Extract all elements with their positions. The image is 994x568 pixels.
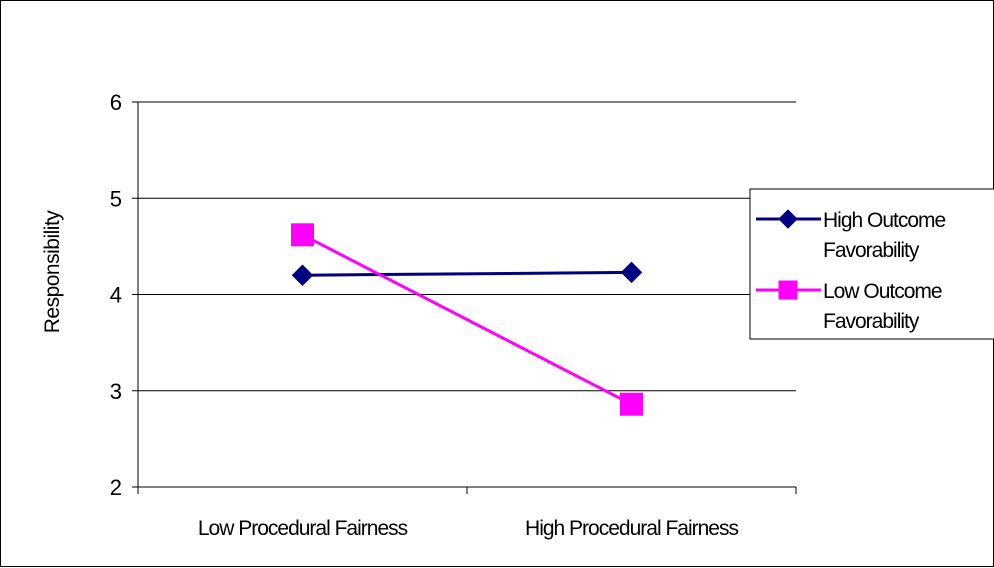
y-tick-labels: 2 3 4 5 6 <box>110 90 122 500</box>
series <box>291 223 643 416</box>
y-tick-label-4: 4 <box>110 283 122 308</box>
y-tick-label-2: 2 <box>110 475 122 500</box>
x-category-label-1: High Procedural Fairness <box>525 517 738 540</box>
x-category-labels: Low Procedural Fairness High Procedural F… <box>198 517 740 540</box>
series-line-0 <box>302 270 632 277</box>
series-0-point-0 <box>291 264 314 286</box>
series-1-point-1 <box>620 392 643 416</box>
series-1-point-0 <box>291 223 314 247</box>
legend-marker-0 <box>778 209 798 229</box>
legend-marker-1 <box>778 280 798 300</box>
axes <box>132 101 797 494</box>
y-axis-title: Responsibility <box>41 210 64 334</box>
legend-label-1-line-1: Favorability <box>823 310 920 333</box>
y-tick-label-3: 3 <box>110 379 122 404</box>
legend-box <box>749 188 994 340</box>
legend-label-0-line-0: High Outcome <box>823 209 946 232</box>
y-tick-label-5: 5 <box>110 186 122 211</box>
series-line-1 <box>301 233 633 406</box>
x-category-label-0: Low Procedural Fairness <box>198 517 408 540</box>
legend-label-0-line-1: Favorability <box>823 239 920 262</box>
legend-label-1-line-0: Low Outcome <box>823 280 942 303</box>
series-0-point-1 <box>620 261 643 284</box>
y-tick-label-6: 6 <box>110 90 122 115</box>
legend: High Outcome Favorability Low Outcome Favor… <box>749 188 994 340</box>
gridlines <box>138 101 796 392</box>
